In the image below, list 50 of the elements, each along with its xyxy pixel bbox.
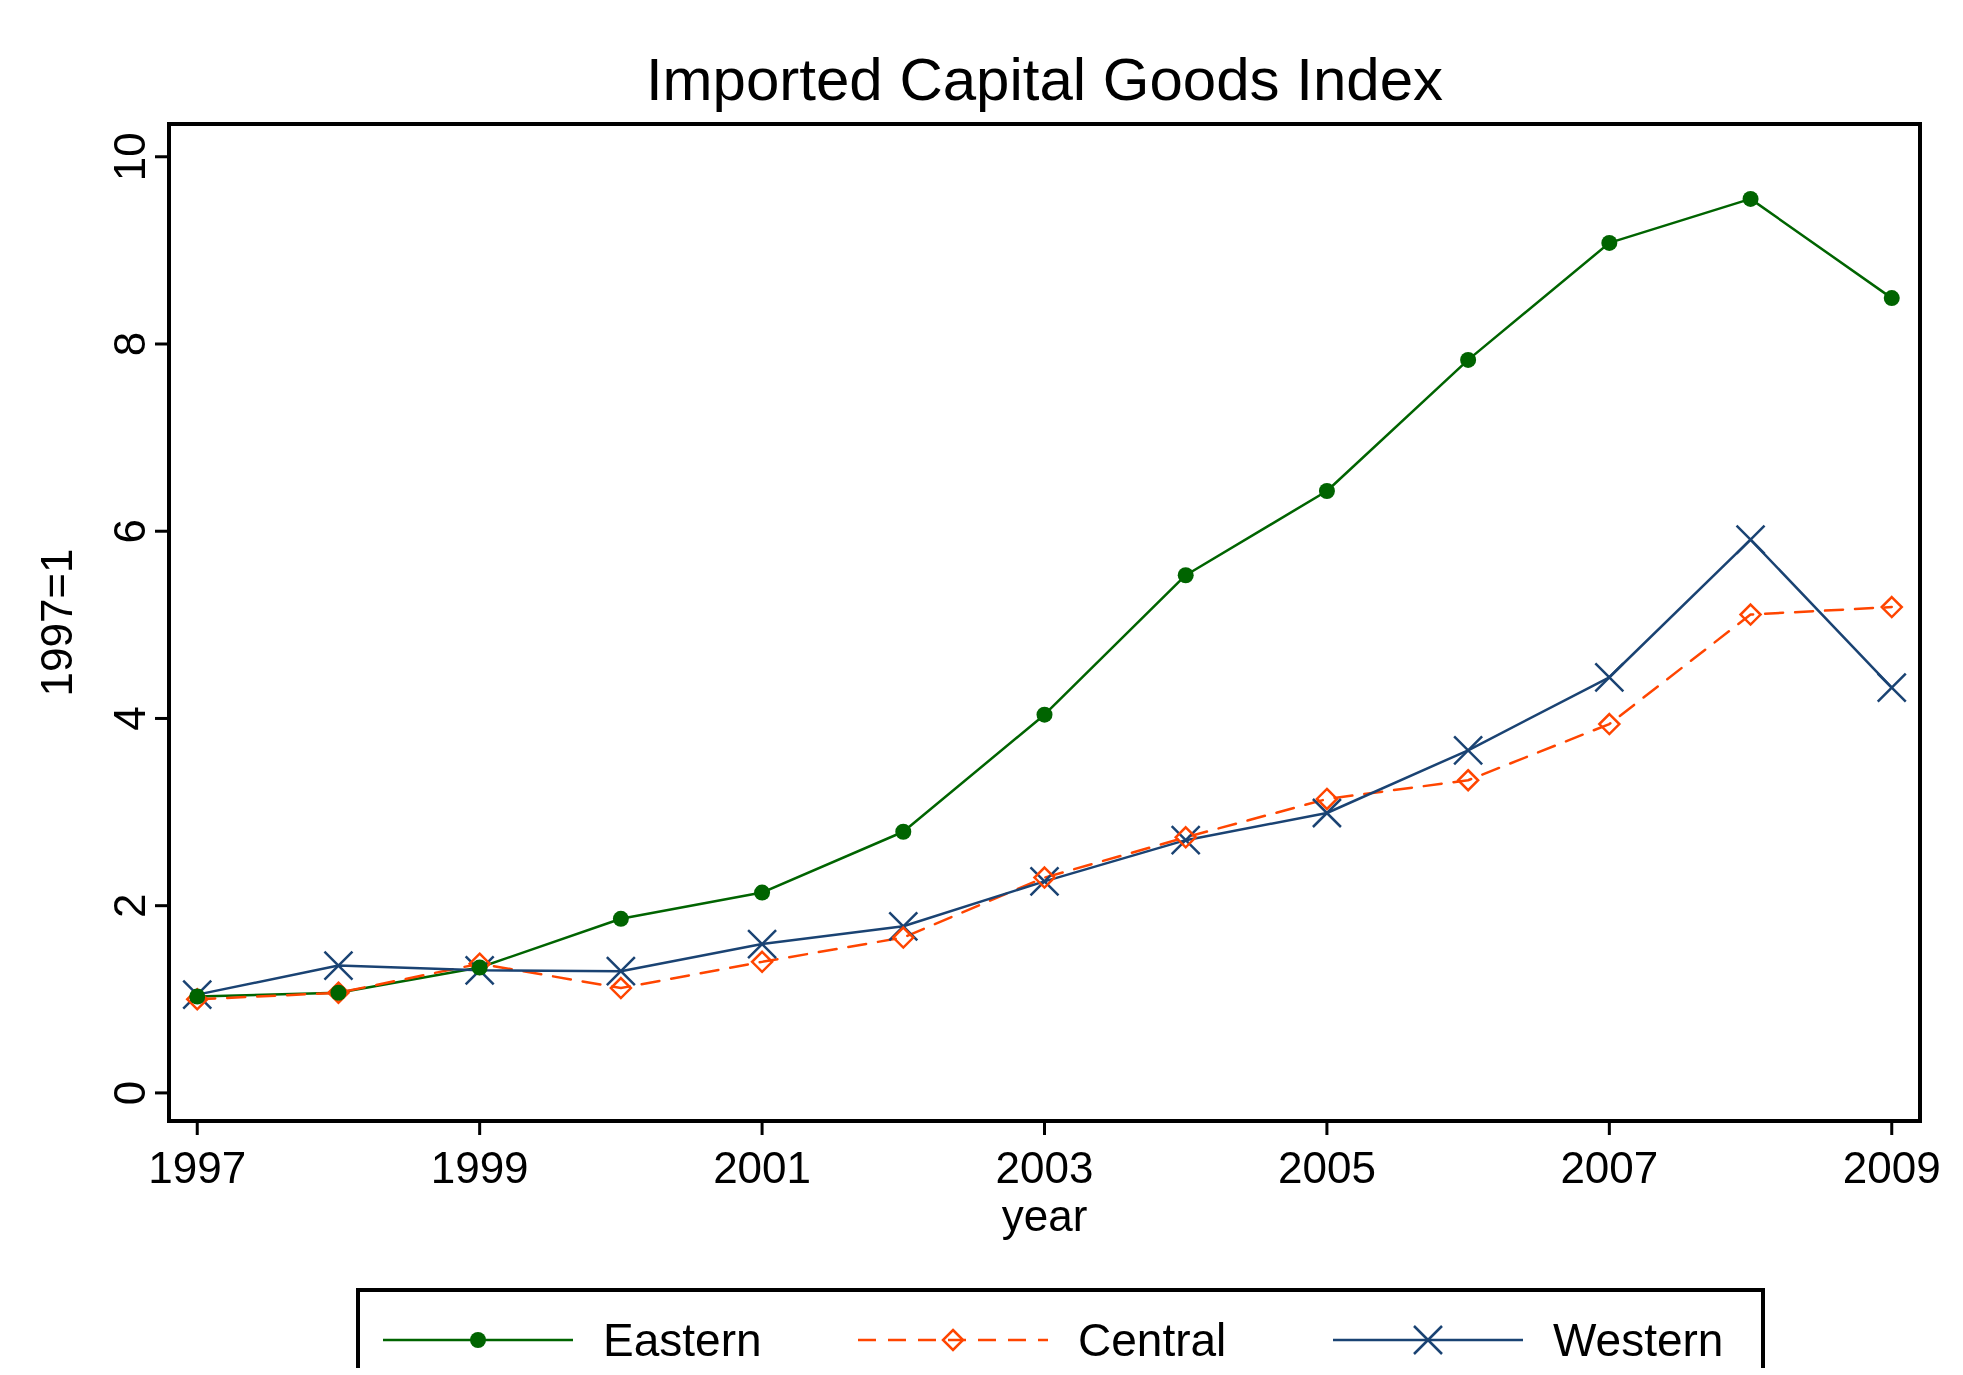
point bbox=[1036, 706, 1053, 723]
point bbox=[1883, 290, 1900, 307]
point bbox=[1460, 351, 1477, 368]
x-tick-label: 1999 bbox=[430, 1143, 529, 1192]
point bbox=[750, 950, 774, 974]
x-tick-label: 2005 bbox=[1277, 1143, 1376, 1192]
y-tick-label: 8 bbox=[105, 331, 154, 357]
x-tick-label: 1997 bbox=[148, 1143, 247, 1192]
point bbox=[892, 926, 915, 949]
point bbox=[612, 910, 629, 927]
x-tick-label: 2003 bbox=[995, 1143, 1094, 1192]
point bbox=[1311, 797, 1343, 829]
point bbox=[1029, 866, 1060, 897]
point bbox=[1315, 787, 1339, 811]
legend-label: Eastern bbox=[603, 1314, 762, 1366]
point bbox=[1598, 712, 1621, 736]
point bbox=[1880, 595, 1904, 619]
point bbox=[1876, 672, 1908, 703]
point bbox=[609, 976, 633, 1000]
point bbox=[605, 955, 637, 987]
point bbox=[1735, 524, 1766, 555]
point bbox=[1033, 866, 1056, 889]
x-axis-title: year bbox=[1001, 1191, 1088, 1240]
point bbox=[323, 950, 354, 981]
y-tick-label: 10 bbox=[105, 132, 154, 182]
y-tick-label: 2 bbox=[105, 893, 154, 918]
point bbox=[1318, 482, 1335, 499]
point bbox=[746, 928, 778, 960]
y-tick-label: 6 bbox=[105, 518, 154, 544]
point bbox=[1742, 190, 1759, 207]
point bbox=[754, 884, 771, 901]
point bbox=[895, 823, 912, 840]
legend-label: Western bbox=[1553, 1314, 1724, 1366]
point bbox=[1174, 826, 1197, 849]
point bbox=[185, 988, 209, 1011]
point bbox=[1452, 735, 1484, 766]
legend-label: Central bbox=[1078, 1314, 1227, 1366]
x-tick-label: 2001 bbox=[713, 1143, 812, 1192]
point bbox=[1177, 567, 1194, 584]
chart-title: Imported Capital Goods Index bbox=[645, 46, 1444, 113]
x-tick-label: 2007 bbox=[1560, 1143, 1659, 1192]
point bbox=[464, 955, 495, 986]
point bbox=[1456, 768, 1480, 792]
point bbox=[1594, 662, 1625, 693]
y-tick-label: 0 bbox=[105, 1080, 154, 1106]
point bbox=[1601, 234, 1618, 251]
y-tick-label: 4 bbox=[105, 706, 154, 731]
x-tick-label: 2009 bbox=[1842, 1143, 1941, 1192]
point bbox=[1739, 603, 1762, 626]
y-axis-title: 1997=1 bbox=[32, 548, 81, 697]
